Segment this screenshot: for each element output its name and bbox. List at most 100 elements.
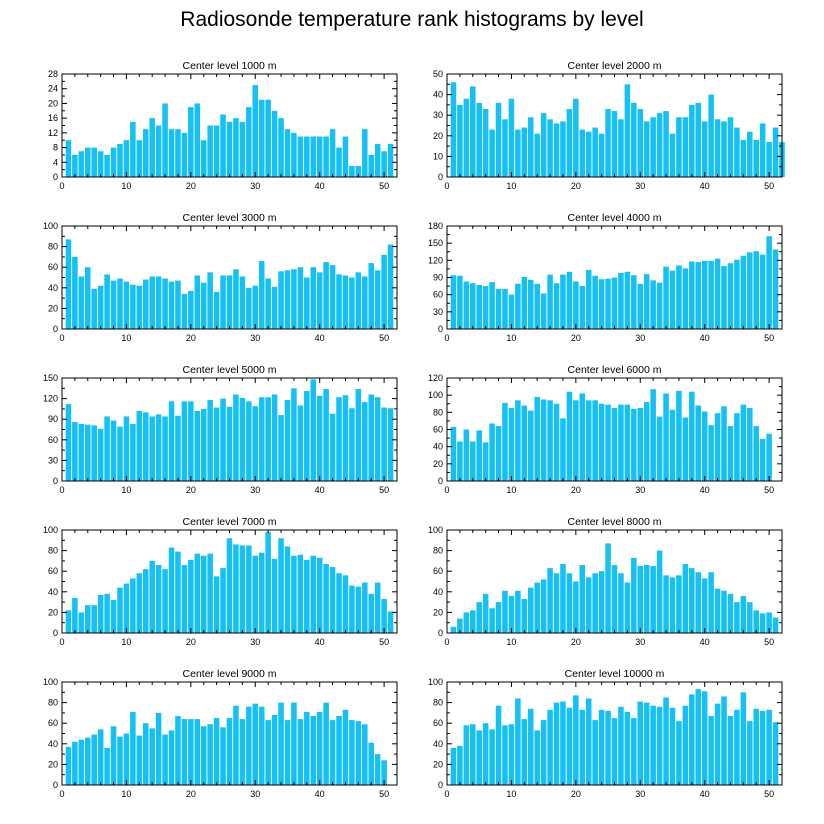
histogram-bar [246, 287, 252, 329]
x-tick-label: 50 [764, 181, 774, 191]
histogram-bar [624, 271, 631, 329]
histogram-bar [734, 413, 740, 481]
histogram-bar [470, 441, 476, 481]
y-tick-label: 60 [433, 425, 443, 435]
histogram-bar [304, 277, 310, 329]
histogram-bar [97, 428, 104, 481]
histogram-bar [502, 725, 508, 785]
histogram-bar [226, 538, 233, 633]
histogram-bar [643, 274, 650, 329]
histogram-bar [695, 405, 702, 481]
histogram-bar [495, 705, 502, 785]
histogram-bar [689, 104, 695, 177]
y-tick-label: 20 [433, 459, 443, 469]
y-tick-label: 0 [438, 780, 443, 790]
bar-series [450, 82, 785, 177]
panel-title: Center level 1000 m [183, 60, 277, 72]
histogram-bar [708, 260, 714, 329]
histogram-bar [271, 714, 278, 785]
histogram-bar [181, 401, 188, 481]
histogram-bar [252, 555, 259, 633]
histogram-bar [239, 121, 246, 177]
histogram-bar [258, 261, 265, 329]
histogram-bar [181, 293, 188, 329]
histogram-bar [573, 695, 579, 785]
histogram-bar [97, 594, 104, 633]
histogram-bar [226, 121, 233, 177]
histogram-bar [515, 283, 521, 329]
histogram-bar [291, 388, 297, 481]
y-tick-label: 30 [48, 455, 58, 465]
histogram-bar [753, 610, 759, 633]
x-tick-label: 50 [764, 333, 774, 343]
histogram-bar [368, 154, 374, 177]
histogram-bar [618, 119, 624, 177]
histogram-bar [181, 719, 188, 785]
histogram-bar [734, 602, 740, 633]
histogram-bar [91, 734, 97, 785]
axis-ticks: 0 10 20 30 40 50 0 20 40 60 80 100 [43, 221, 398, 343]
histogram-bar [258, 706, 265, 785]
histogram-bar [78, 739, 85, 785]
histogram-bar [381, 599, 387, 633]
histogram-bar [168, 281, 175, 329]
x-tick-label: 30 [250, 637, 260, 647]
y-tick-label: 0 [53, 172, 58, 182]
histogram-bar [304, 711, 310, 785]
histogram-bar [362, 724, 368, 785]
histogram-bar [734, 709, 740, 785]
histogram-bar [368, 742, 374, 785]
histogram-bar [368, 593, 374, 633]
histogram-bar [207, 399, 213, 481]
histogram-bar [381, 254, 387, 329]
histogram-bar [117, 143, 123, 177]
histogram-bar [643, 702, 650, 785]
x-tick-label: 20 [186, 637, 196, 647]
histogram-bar [598, 133, 605, 177]
histogram-bar [747, 602, 753, 633]
histogram-bar [362, 129, 368, 177]
x-tick-label: 0 [59, 637, 64, 647]
histogram-bar [168, 547, 175, 633]
x-tick-label: 30 [250, 789, 260, 799]
bar-series [450, 543, 779, 633]
histogram-bar [130, 284, 136, 329]
histogram-bar [329, 413, 336, 481]
x-tick-label: 40 [700, 333, 710, 343]
histogram-bar [650, 117, 656, 177]
histogram-panel-1: Center level 1000 m 0 10 20 30 40 50 0 4 8 12 16 20 2… [48, 60, 398, 191]
x-tick-label: 10 [121, 485, 131, 495]
histogram-bar [727, 117, 734, 177]
histogram-bar [476, 430, 482, 481]
y-tick-label: 120 [428, 373, 443, 383]
y-tick-label: 60 [48, 718, 58, 728]
histogram-bar [226, 275, 233, 329]
histogram-bar [188, 107, 194, 177]
histogram-bar [463, 429, 470, 481]
histogram-bar [476, 730, 482, 785]
x-tick-label: 50 [379, 333, 389, 343]
histogram-bar [740, 692, 747, 785]
x-tick-label: 20 [186, 789, 196, 799]
histogram-bar [502, 402, 508, 481]
histogram-bar [592, 400, 598, 481]
histogram-bar [573, 581, 579, 633]
y-tick-label: 40 [48, 587, 58, 597]
histogram-bar [130, 578, 136, 633]
histogram-bar [291, 269, 297, 329]
histogram-bar [297, 136, 304, 177]
histogram-bar [207, 553, 213, 633]
y-tick-label: 24 [48, 84, 58, 94]
histogram-bar [457, 745, 463, 785]
axis-ticks: 0 10 20 30 40 50 0 20 40 60 80 100 [43, 677, 398, 799]
histogram-bar [682, 563, 689, 633]
histogram-bar [374, 143, 381, 177]
y-tick-label: 20 [48, 759, 58, 769]
histogram-bar [766, 141, 772, 177]
histogram-bar [663, 575, 669, 633]
histogram-bar [252, 406, 259, 481]
histogram-bar [540, 399, 547, 481]
x-tick-label: 20 [186, 181, 196, 191]
histogram-bar [104, 416, 110, 481]
x-tick-label: 50 [764, 637, 774, 647]
